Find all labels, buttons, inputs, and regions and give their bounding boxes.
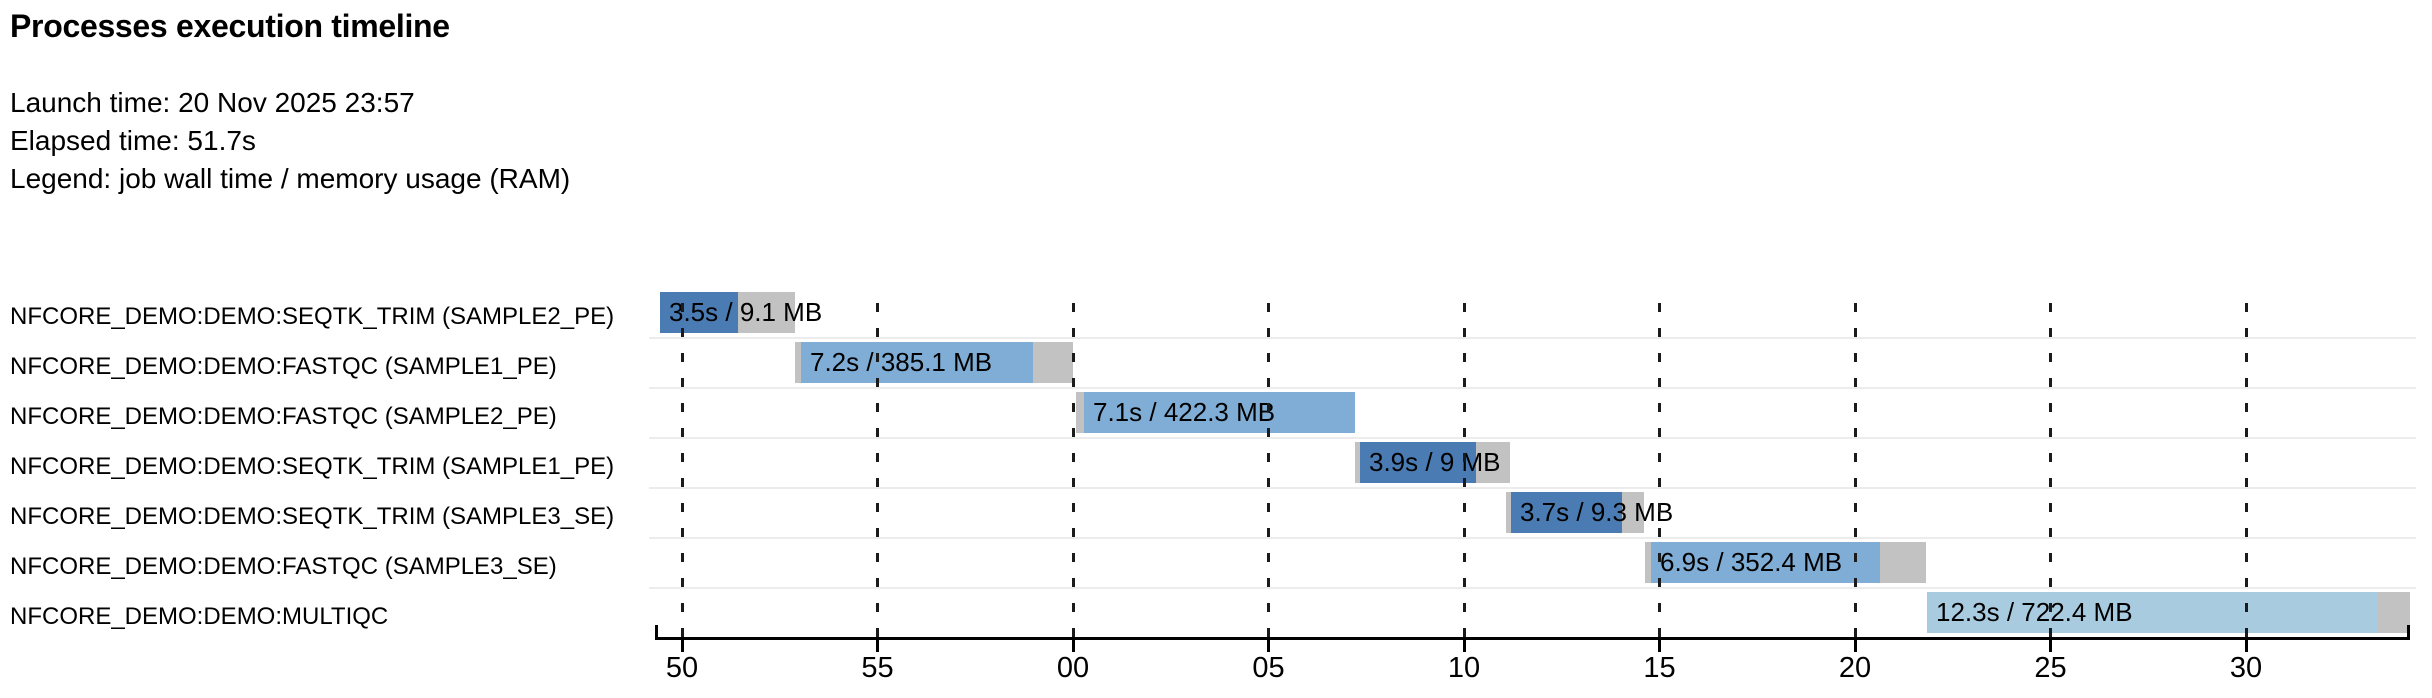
task-bar	[1651, 542, 1880, 583]
axis-tick	[2244, 637, 2248, 652]
axis-tick-label: 05	[1252, 652, 1285, 684]
legend-text: Legend: job wall time / memory usage (RA…	[10, 163, 571, 194]
process-label: NFCORE_DEMO:DEMO:FASTQC (SAMPLE1_PE)	[10, 353, 557, 380]
process-label: NFCORE_DEMO:DEMO:MULTIQC	[10, 603, 389, 630]
row-separator	[649, 437, 2416, 439]
row-separator	[649, 537, 2416, 539]
row-separator	[649, 487, 2416, 489]
axis-tick	[2049, 637, 2052, 652]
task-bar	[1927, 592, 2378, 633]
task-bar-label: 12.3s / 722.4 MB	[1936, 597, 2133, 627]
task-bar	[1360, 442, 1476, 483]
axis-tick	[680, 637, 684, 652]
axis-tick-label: 20	[1838, 652, 1872, 684]
gridline	[1071, 288, 1075, 637]
axis-tick	[1071, 637, 1075, 652]
task-bar	[1084, 392, 1355, 433]
task-bar-label: 6.9s / 352.4 MB	[1660, 547, 1843, 577]
task-bar	[1511, 492, 1622, 533]
task-bar-label: 3.5s / 9.1 MB	[669, 297, 823, 327]
axis-tick-label: 00	[1056, 652, 1090, 684]
row-separator	[649, 387, 2416, 389]
task-bar-pending-segment	[1076, 392, 1084, 433]
process-label: NFCORE_DEMO:DEMO:SEQTK_TRIM (SAMPLE2_PE)	[10, 303, 615, 330]
launch-time-text: Launch time: 20 Nov 2025 23:57	[10, 87, 415, 118]
task-bar-overhead-segment	[2378, 592, 2410, 633]
axis-tick-label: 50	[665, 652, 699, 684]
task-bar-overhead-segment	[738, 292, 795, 333]
axis-tick	[876, 637, 879, 652]
process-label: NFCORE_DEMO:DEMO:SEQTK_TRIM (SAMPLE1_PE)	[10, 453, 615, 480]
gridline	[680, 288, 684, 637]
elapsed-time-text: Elapsed time: 51.7s	[10, 125, 256, 156]
gridline	[876, 288, 879, 637]
gridline	[1658, 288, 1661, 637]
process-label: NFCORE_DEMO:DEMO:FASTQC (SAMPLE3_SE)	[10, 553, 557, 580]
gridline	[2049, 288, 2052, 637]
task-bar-pending-segment	[1506, 492, 1511, 533]
axis-tick	[1658, 637, 1661, 652]
task-bar	[660, 292, 738, 333]
process-label: NFCORE_DEMO:DEMO:FASTQC (SAMPLE2_PE)	[10, 403, 557, 430]
axis-tick-label: 55	[861, 652, 894, 684]
report-meta: Launch time: 20 Nov 2025 23:57 Elapsed t…	[10, 84, 570, 198]
x-axis-right-cap	[2407, 625, 2410, 640]
task-bar	[801, 342, 1033, 383]
task-bar-overhead-segment	[1476, 442, 1510, 483]
gridline	[2244, 288, 2248, 637]
task-bar-overhead-segment	[1880, 542, 1926, 583]
axis-tick	[1267, 637, 1270, 652]
task-bar-label: 3.7s / 9.3 MB	[1520, 497, 1674, 527]
task-bar-pending-segment	[795, 342, 801, 383]
task-bar-overhead-segment	[1622, 492, 1644, 533]
task-bar-pending-segment	[1355, 442, 1360, 483]
process-label: NFCORE_DEMO:DEMO:SEQTK_TRIM (SAMPLE3_SE)	[10, 503, 615, 530]
row-separator	[649, 587, 2416, 589]
gridline	[1462, 288, 1466, 637]
task-bar-label: 7.2s / 385.1 MB	[810, 347, 993, 377]
task-bar-overhead-segment	[1033, 342, 1073, 383]
task-bar-label: 7.1s / 422.3 MB	[1093, 397, 1276, 427]
axis-tick	[1853, 637, 1857, 652]
task-bar-pending-segment	[1645, 542, 1651, 583]
axis-tick-label: 15	[1643, 652, 1676, 684]
gridline	[1267, 288, 1270, 637]
page-title: Processes execution timeline	[10, 8, 450, 44]
row-separator	[649, 337, 2416, 339]
axis-tick-label: 30	[2229, 652, 2263, 684]
axis-tick	[1462, 637, 1466, 652]
x-axis-left-cap	[655, 625, 658, 640]
x-axis-line	[655, 637, 2410, 640]
gridline	[1853, 288, 1857, 637]
axis-tick-label: 25	[2034, 652, 2067, 684]
task-bar-label: 3.9s / 9 MB	[1369, 447, 1501, 477]
axis-tick-label: 10	[1447, 652, 1481, 684]
